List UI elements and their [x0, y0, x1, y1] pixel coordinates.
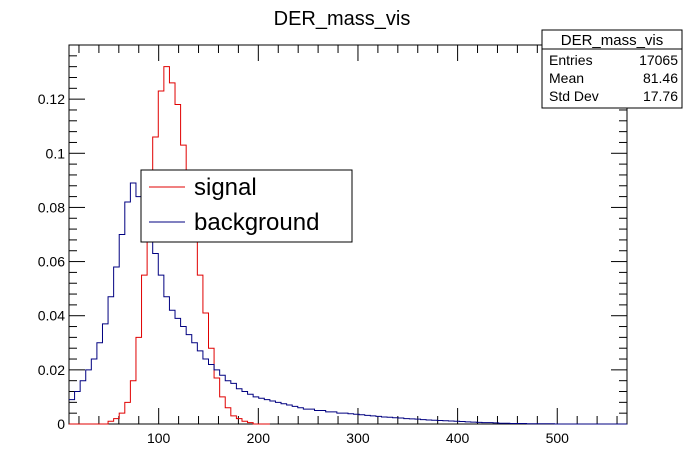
stats-value-entries: 17065 — [639, 52, 678, 68]
stats-value-stddev: 17.76 — [643, 88, 678, 104]
stats-label-entries: Entries — [549, 52, 593, 68]
legend-label-signal: signal — [194, 174, 257, 201]
x-tick-label: 400 — [446, 430, 470, 446]
stats-title: DER_mass_vis — [561, 32, 664, 49]
y-tick-label: 0.06 — [38, 254, 65, 270]
x-tick-label: 100 — [147, 430, 171, 446]
stats-label-stddev: Std Dev — [549, 88, 599, 104]
y-tick-label: 0.02 — [38, 362, 65, 378]
x-tick-label: 500 — [546, 430, 570, 446]
y-tick-label: 0.1 — [46, 145, 66, 161]
plot-frame — [68, 44, 628, 425]
y-tick-label: 0.12 — [38, 91, 65, 107]
legend: signal background — [140, 169, 353, 243]
plot-area: 0 0.02 0.04 0.06 0.08 0.1 0.12 100 200 300 400 500 — [38, 44, 628, 446]
y-tick-label: 0 — [57, 416, 65, 432]
stats-value-mean: 81.46 — [643, 70, 678, 86]
stats-box: DER_mass_vis Entries 17065 Mean 81.46 St… — [541, 29, 683, 109]
stats-label-mean: Mean — [549, 70, 584, 86]
histogram-series-signal — [69, 66, 270, 425]
x-tick-label: 300 — [346, 430, 370, 446]
legend-label-background: background — [194, 209, 319, 236]
chart-title: DER_mass_vis — [274, 8, 411, 30]
legend-box — [140, 169, 353, 243]
y-tick-label: 0.08 — [38, 199, 65, 215]
x-tick-label: 200 — [247, 430, 271, 446]
stats-box-frame — [541, 29, 683, 109]
y-tick-label: 0.04 — [38, 308, 65, 324]
